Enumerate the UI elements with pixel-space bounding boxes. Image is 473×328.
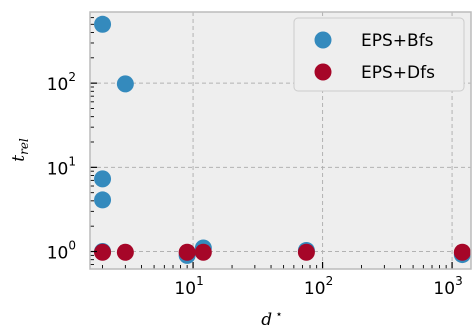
x-axis-label: d ⋆: [261, 307, 282, 328]
legend: EPS+Bfs EPS+Dfs: [293, 17, 465, 92]
x-tick-label-exponent: 3: [455, 274, 463, 288]
point-eps-bfs: [94, 170, 112, 188]
y-tick-label-exponent: 1: [68, 154, 76, 168]
legend-label-eps-bfs: EPS+Bfs: [361, 31, 434, 51]
legend-label-eps-dfs: EPS+Dfs: [361, 63, 435, 83]
data-points: [94, 15, 471, 264]
point-eps-dfs: [297, 243, 315, 261]
x-tick-label: 102: [304, 274, 333, 299]
point-eps-dfs: [194, 243, 212, 261]
y-axis-label: trel: [9, 138, 31, 162]
point-eps-dfs: [94, 243, 112, 261]
y-tick-label: 102: [47, 70, 76, 95]
y-tick-label-exponent: 0: [68, 239, 76, 253]
major-ticks: [90, 82, 453, 269]
y-tick-label: 100: [47, 239, 76, 264]
plot-frame: [89, 11, 472, 270]
point-eps-bfs: [94, 15, 112, 33]
x-tick-label: 101: [174, 274, 203, 299]
point-eps-dfs: [178, 243, 196, 261]
point-eps-bfs: [116, 75, 134, 93]
x-tick-label-exponent: 2: [326, 274, 334, 288]
point-eps-dfs: [116, 243, 134, 261]
y-tick-label-exponent: 2: [68, 70, 76, 84]
x-tick-label-exponent: 1: [196, 274, 204, 288]
legend-marker-eps-dfs: [314, 63, 332, 81]
x-tick-label: 103: [433, 274, 462, 299]
point-eps-bfs: [94, 191, 112, 209]
legend-marker-eps-bfs: [314, 31, 332, 49]
legend-box: [293, 17, 465, 92]
y-tick-label: 101: [47, 154, 76, 179]
point-eps-dfs: [453, 243, 471, 261]
